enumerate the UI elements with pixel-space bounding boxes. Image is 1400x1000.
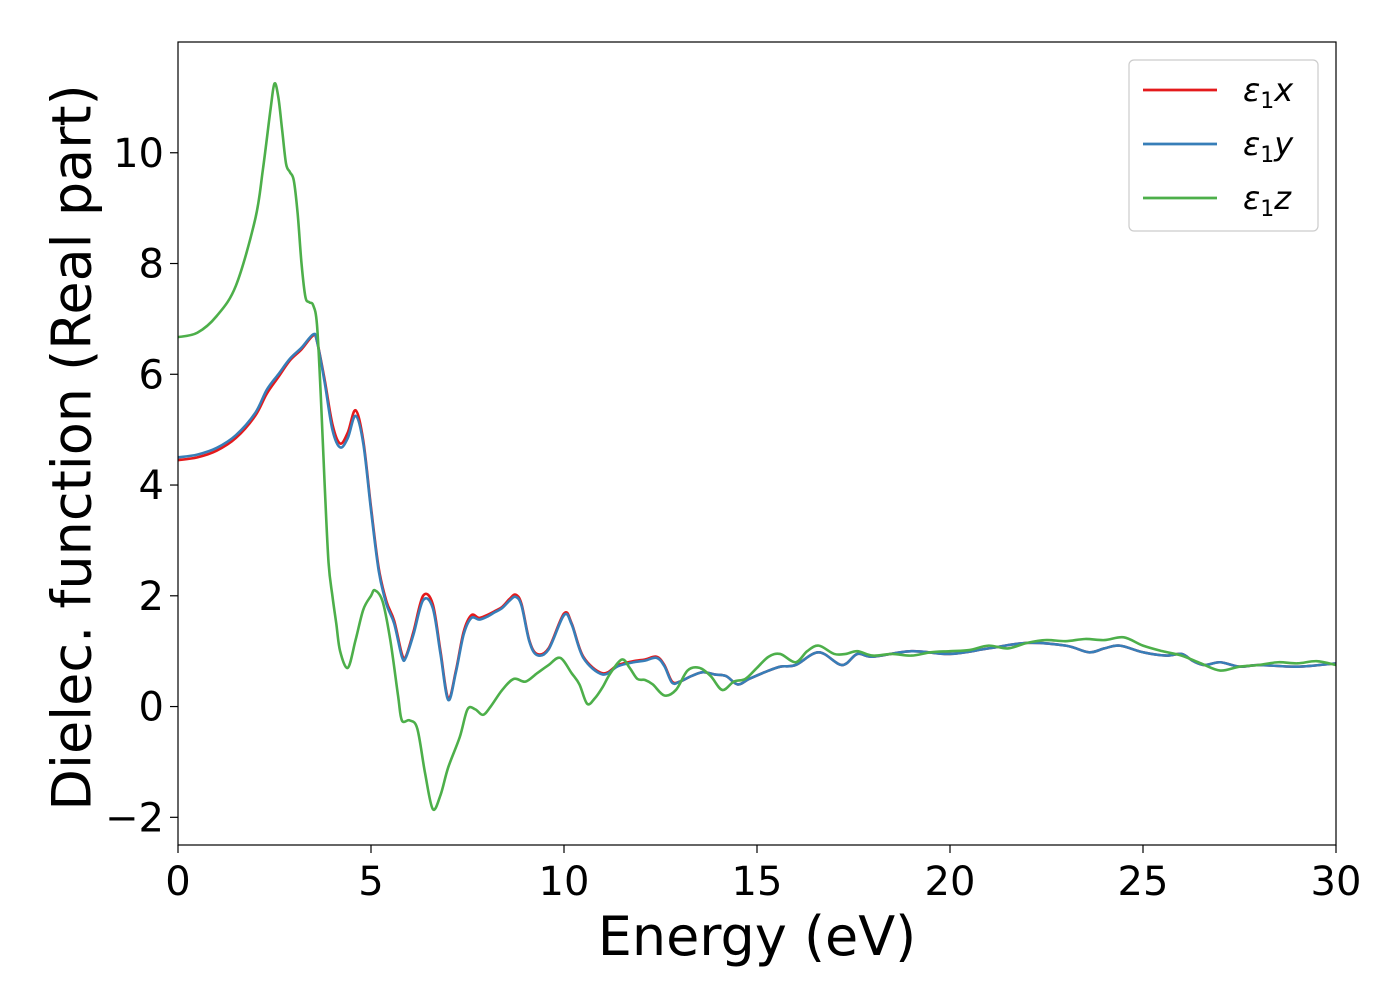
y-tick-label: −2 <box>105 795 164 841</box>
y-tick-label: 8 <box>139 242 164 288</box>
y-tick-label: 6 <box>139 352 164 398</box>
x-axis: 0 5 10 15 20 25 30 <box>165 845 1361 905</box>
x-tick-label: 0 <box>165 859 190 905</box>
legend-label: ε1z <box>1243 179 1292 222</box>
x-tick-label: 15 <box>732 859 783 905</box>
x-tick-label: 5 <box>358 859 383 905</box>
y-axis: −2 0 2 4 6 8 10 <box>105 131 178 841</box>
y-tick-label: 0 <box>139 685 164 731</box>
series-line-x <box>178 333 1336 700</box>
x-tick-label: 20 <box>925 859 976 905</box>
legend-item-z: ε1z <box>1143 179 1292 222</box>
y-axis-label: Dielec. function (Real part) <box>41 84 104 810</box>
y-tick-label: 10 <box>113 131 164 177</box>
legend-box <box>1128 59 1319 232</box>
legend-item-y: ε1y <box>1143 125 1294 168</box>
series-line-y <box>178 332 1336 702</box>
x-tick-label: 10 <box>539 859 590 905</box>
x-axis-label: Energy (eV) <box>598 905 917 968</box>
plot-lines <box>178 81 1336 812</box>
y-tick-label: 2 <box>139 574 164 620</box>
x-tick-label: 30 <box>1311 859 1362 905</box>
legend-label: ε1x <box>1243 71 1294 114</box>
x-tick-label: 25 <box>1118 859 1169 905</box>
y-tick-label: 4 <box>139 463 164 509</box>
legend-label: ε1y <box>1243 125 1294 168</box>
legend-item-x: ε1x <box>1143 71 1294 114</box>
legend: ε1x ε1y ε1z <box>1128 59 1319 232</box>
series-line-z <box>178 81 1336 812</box>
